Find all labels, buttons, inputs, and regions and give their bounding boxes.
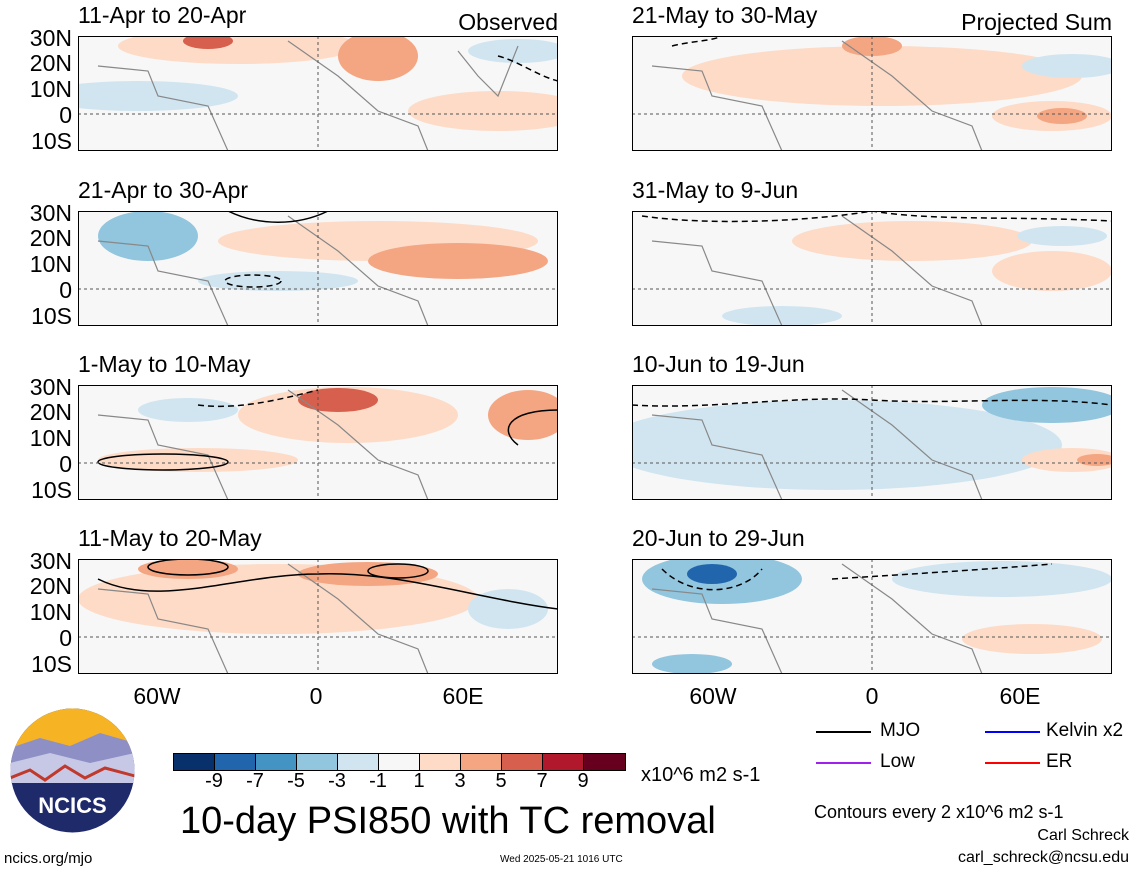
- lat-label: 10S: [31, 128, 72, 154]
- lat-label: 20N: [29, 225, 72, 251]
- contour-note: Contours every 2 x10^6 m2 s-1: [814, 802, 1064, 822]
- lat-label: 10S: [31, 303, 72, 329]
- map: [78, 385, 558, 500]
- lon-label: 60E: [999, 683, 1041, 709]
- main-title: 10-day PSI850 with TC removal: [180, 800, 716, 842]
- colorbar-swatch: [173, 753, 215, 771]
- website: ncics.org/mjo: [4, 850, 93, 867]
- panel-title: 11-Apr to 20-Apr: [78, 2, 247, 28]
- author: Carl Schreck: [1037, 827, 1129, 844]
- logo-text: NCICS: [38, 793, 106, 818]
- lat-label: 0: [59, 102, 72, 128]
- colorbar-label: -7: [246, 770, 264, 792]
- colorbar-swatch: [214, 753, 256, 771]
- panel-title: 21-Apr to 30-Apr: [78, 177, 249, 203]
- timestamp: Wed 2025-05-21 1016 UTC: [500, 854, 623, 865]
- lat-label: 30N: [29, 25, 72, 51]
- colorbar-swatch: [337, 753, 379, 771]
- lon-label: 0: [865, 683, 879, 709]
- lat-label: 0: [59, 277, 72, 303]
- lon-label: 60W: [689, 683, 737, 709]
- lat-label: 10S: [31, 651, 72, 677]
- lat-label: 10N: [29, 76, 72, 102]
- colorbar-units: x10^6 m2 s-1: [641, 764, 761, 786]
- lat-label: 10N: [29, 251, 72, 277]
- colorbar-label: 9: [577, 770, 589, 792]
- map-panel-8: 20-Jun to 29-Jun: [632, 525, 1112, 674]
- map: [632, 211, 1112, 326]
- lat-label: 30N: [29, 548, 72, 574]
- colorbar-swatch: [542, 753, 584, 771]
- colorbar-swatch: [255, 753, 297, 771]
- colorbar-label: -3: [328, 770, 346, 792]
- panel-title: 10-Jun to 19-Jun: [632, 351, 805, 377]
- panel-title: 11-May to 20-May: [78, 525, 262, 551]
- colorbar-swatch: [378, 753, 420, 771]
- map: [632, 385, 1112, 500]
- map-panel-1: 11-Apr to 20-Apr Observed: [78, 2, 558, 151]
- lat-label: 20N: [29, 50, 72, 76]
- colorbar-label: -1: [369, 770, 387, 792]
- lat-label: 0: [59, 625, 72, 651]
- panel-tag: Observed: [458, 9, 558, 35]
- map: [632, 36, 1112, 151]
- colorbar-swatch: [501, 753, 543, 771]
- colorbar-label: -9: [205, 770, 223, 792]
- panel-tag: Projected Sum: [961, 9, 1112, 35]
- map-panel-5: 21-May to 30-May Projected Sum: [632, 2, 1112, 151]
- lat-label: 30N: [29, 200, 72, 226]
- map-panel-4: 11-May to 20-May: [78, 525, 558, 674]
- map: [78, 36, 558, 151]
- legend-line-kelvin: [985, 731, 1040, 733]
- colorbar-swatch: [460, 753, 502, 771]
- map-panel-3: 1-May to 10-May: [78, 351, 558, 500]
- colorbar-label: -5: [287, 770, 305, 792]
- email: carl_schreck@ncsu.edu: [958, 849, 1129, 866]
- legend-line-mjo: [816, 731, 871, 733]
- map: [78, 211, 558, 326]
- panel-title: 31-May to 9-Jun: [632, 177, 799, 203]
- colorbar-label: 7: [536, 770, 548, 792]
- lat-label: 30N: [29, 374, 72, 400]
- map: [78, 559, 558, 674]
- lat-label: 0: [59, 451, 72, 477]
- panel-title: 21-May to 30-May: [632, 2, 818, 28]
- legend-line-er: [985, 762, 1040, 764]
- lon-label: 60E: [442, 683, 484, 709]
- lat-label: 10S: [31, 477, 72, 503]
- legend-line-low: [816, 762, 871, 764]
- lat-label: 20N: [29, 573, 72, 599]
- legend-label: Kelvin x2: [1046, 720, 1124, 741]
- map-panel-2: 21-Apr to 30-Apr: [78, 177, 558, 326]
- colorbar-swatch: [296, 753, 338, 771]
- legend-label: Low: [880, 751, 915, 772]
- legend-label: ER: [1046, 751, 1073, 772]
- colorbar-swatch: [583, 753, 626, 771]
- lat-label: 20N: [29, 399, 72, 425]
- lat-label: 10N: [29, 425, 72, 451]
- ncics-logo: NCICS: [10, 708, 135, 833]
- map: [632, 559, 1112, 674]
- map-panel-6: 31-May to 9-Jun: [632, 177, 1112, 326]
- lat-label: 10N: [29, 599, 72, 625]
- colorbar-swatch: [419, 753, 461, 771]
- colorbar-label: 1: [413, 770, 425, 792]
- lon-label: 0: [309, 683, 323, 709]
- colorbar-label: 5: [495, 770, 507, 792]
- map-panel-7: 10-Jun to 19-Jun: [632, 351, 1112, 500]
- legend-label: MJO: [880, 720, 921, 741]
- lon-label: 60W: [133, 683, 181, 709]
- panel-title: 1-May to 10-May: [78, 351, 251, 377]
- colorbar-label: 3: [454, 770, 466, 792]
- panel-title: 20-Jun to 29-Jun: [632, 525, 805, 551]
